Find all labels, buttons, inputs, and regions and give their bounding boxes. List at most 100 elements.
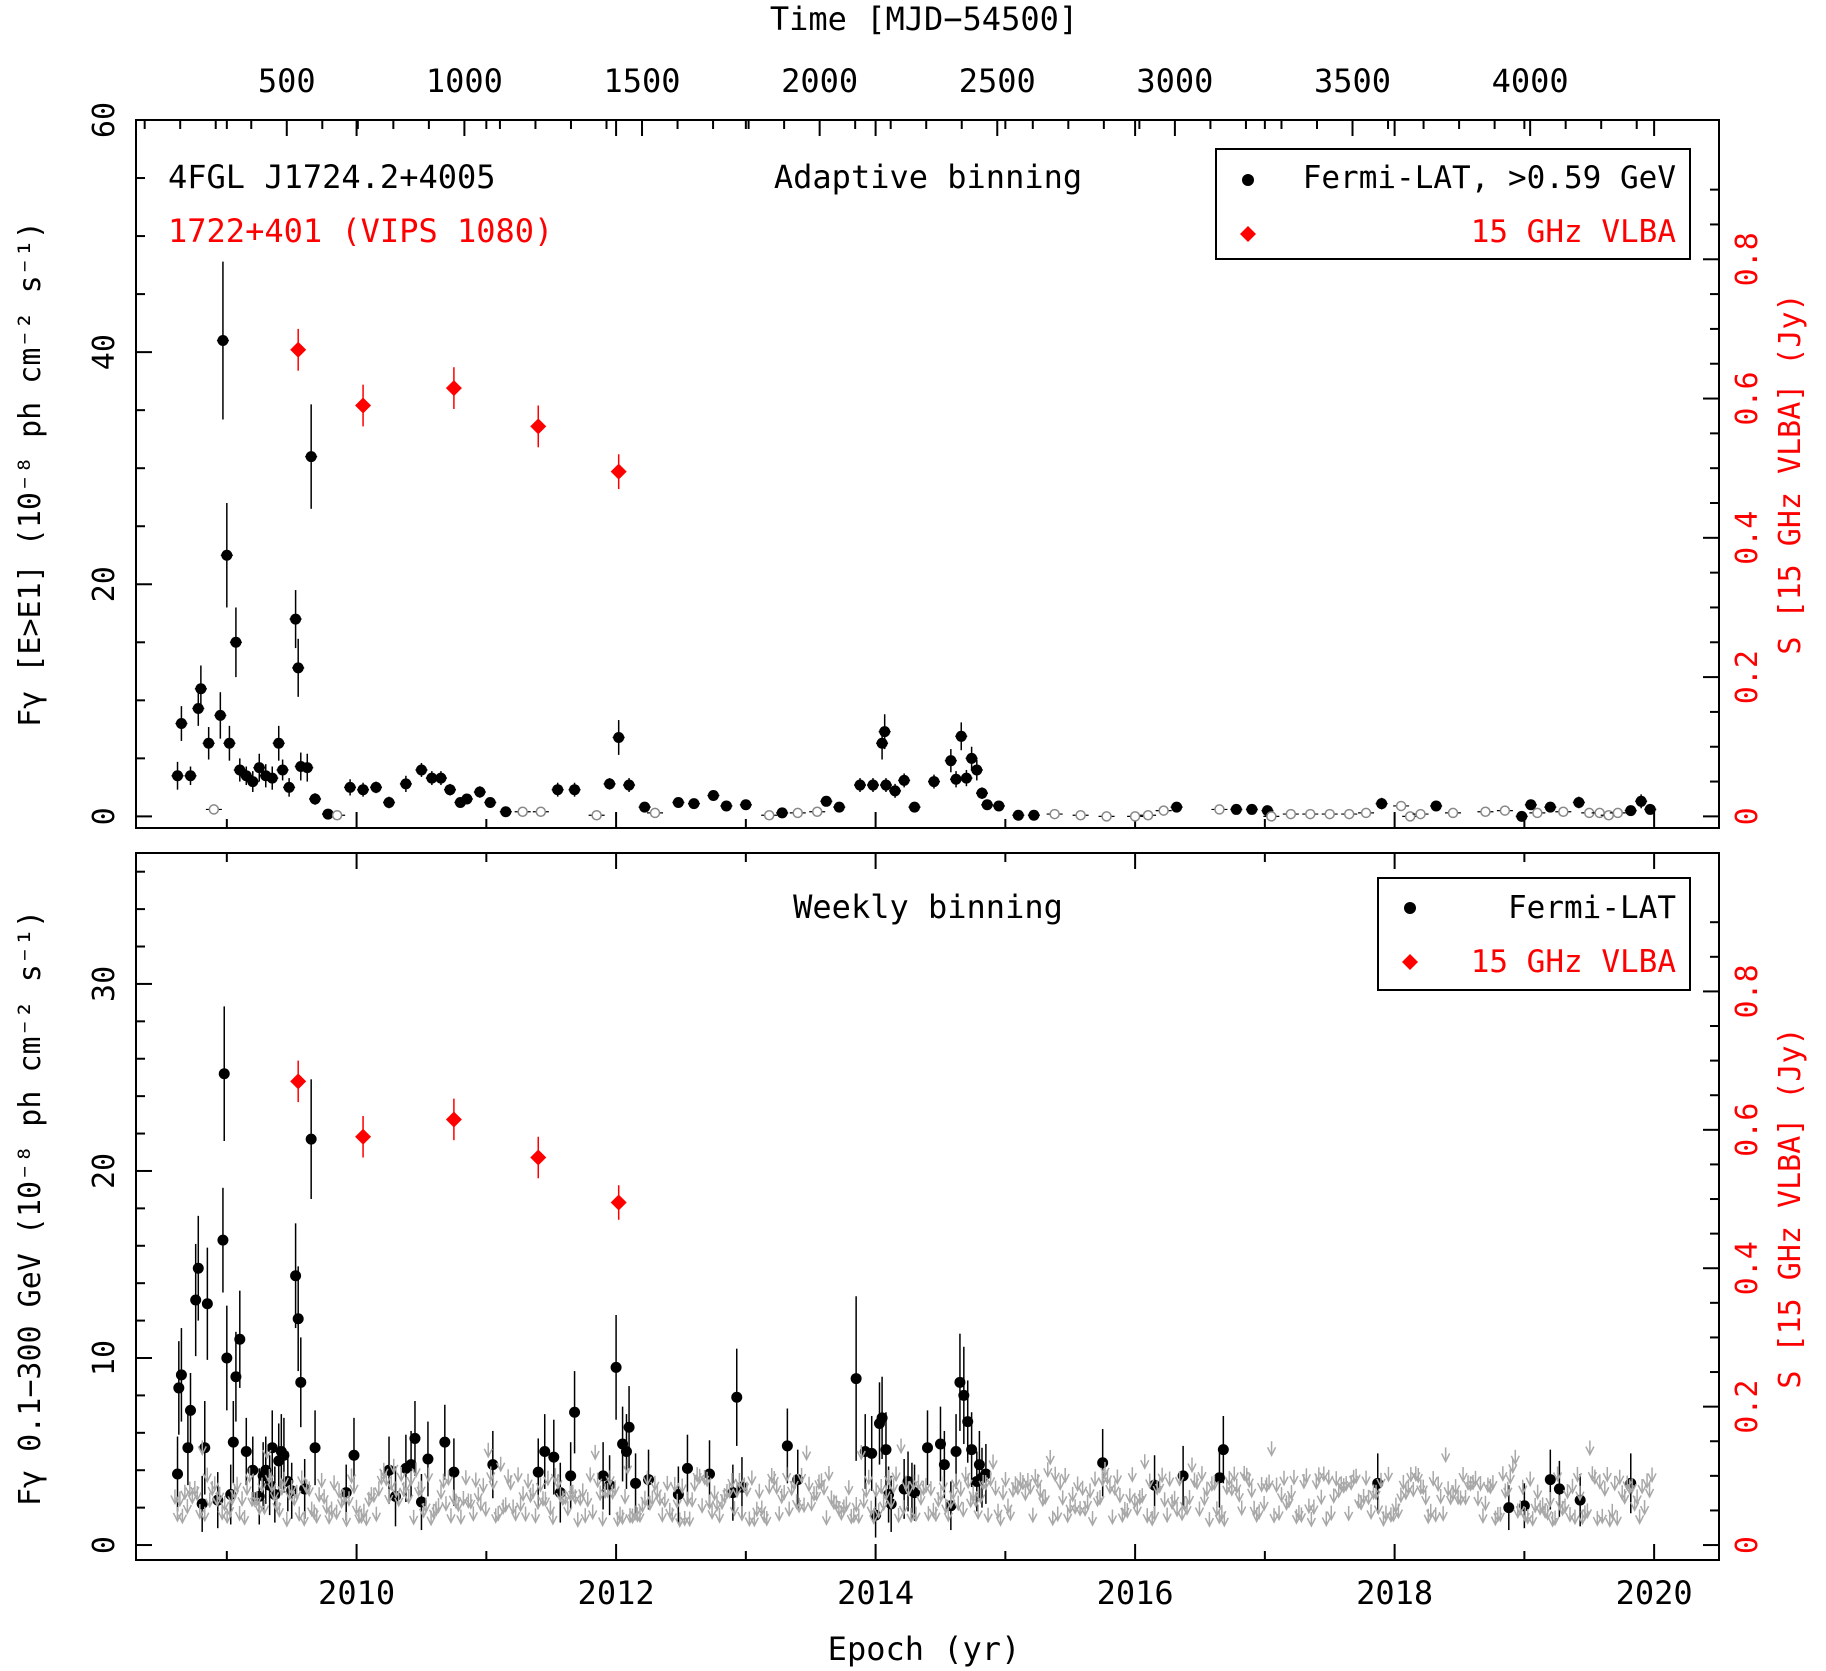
upper-limit-head (1237, 1506, 1247, 1517)
fermi-point (260, 1464, 272, 1476)
upper-limit-head (274, 1507, 285, 1518)
upper-limit-arrow (523, 1473, 533, 1490)
upper-limit-arrow (585, 1467, 595, 1484)
upper-limit-head (1565, 1512, 1575, 1523)
top-mjd-ticks: 500 1000 1500 2000 2500 3000 3500 4000 (143, 62, 1638, 136)
upper-limit-arrow (1570, 1509, 1580, 1526)
top-y2-axis-label: S [15 GHz VLBA] (Jy) (1773, 293, 1808, 654)
fermi-point (539, 1446, 551, 1458)
upper-limit-arrow (1192, 1474, 1202, 1491)
upper-limit-arrow (824, 1465, 834, 1482)
upper-limit-head (1085, 1489, 1095, 1500)
upper-limit-head (349, 1484, 359, 1495)
upper-limit-head (553, 1479, 563, 1490)
upper-limit-head (530, 1513, 541, 1524)
upper-limit-head (1582, 1509, 1593, 1520)
upper-limit-head (657, 1512, 667, 1523)
upper-limit-head (1475, 1481, 1486, 1492)
upper-limit-head (443, 1476, 454, 1487)
upper-limit-head (1247, 1488, 1257, 1499)
upper-limit-head (1060, 1473, 1070, 1484)
upper-limit-head (1528, 1516, 1538, 1527)
upper-limit-arrow (351, 1499, 362, 1516)
upper-limit-head (1187, 1463, 1197, 1474)
y2-tick-label: 0.4 (1730, 1241, 1765, 1295)
upper-limit-arrow (1366, 1504, 1376, 1521)
upper-limit-head (953, 1501, 963, 1512)
upper-limit-arrow (687, 1492, 697, 1508)
upper-limit-arrow (1503, 1481, 1513, 1498)
upper-limit-arrow (1644, 1482, 1655, 1499)
open-point (1129, 811, 1141, 822)
fermi-point (909, 801, 921, 813)
upper-limit-arrow (1127, 1467, 1137, 1483)
upper-limit-head (1159, 1497, 1170, 1508)
upper-limit-arrow (518, 1486, 528, 1502)
upper-limit-head (851, 1502, 861, 1513)
vlba-point (290, 1073, 307, 1090)
upper-limit-arrow (1647, 1467, 1657, 1484)
upper-limit-arrow (1082, 1494, 1093, 1511)
upper-limit-arrow (1237, 1500, 1247, 1517)
upper-limit-head (1343, 1511, 1354, 1522)
fermi-point (532, 1466, 544, 1478)
upper-limit-arrow (670, 1476, 680, 1493)
fermi-point (1516, 810, 1528, 822)
upper-limit-arrow (1634, 1509, 1645, 1525)
y-tick-label: 30 (87, 966, 122, 1002)
upper-limit-head (998, 1490, 1008, 1501)
upper-limit-arrow (1605, 1512, 1615, 1528)
upper-limit-head (796, 1473, 807, 1484)
upper-limit-arrow (1159, 1492, 1170, 1508)
upper-limit-head (1304, 1504, 1314, 1515)
upper-limit-head (252, 1496, 262, 1507)
upper-limit-arrow (1184, 1489, 1195, 1506)
open-point (1214, 804, 1225, 815)
upper-limit-head (187, 1494, 198, 1505)
upper-limit-head (580, 1513, 590, 1524)
upper-limit-head (177, 1514, 188, 1525)
upper-limit-arrow (1552, 1466, 1563, 1483)
upper-limit-arrow (677, 1478, 687, 1495)
upper-limit-head (1145, 1479, 1155, 1490)
upper-limit-arrow (1532, 1484, 1543, 1501)
upper-limit-head (197, 1446, 207, 1457)
fermi-point (230, 636, 242, 648)
upper-limit-arrow (321, 1499, 332, 1515)
upper-limit-head (1286, 1490, 1297, 1501)
upper-limit-head (1562, 1489, 1573, 1500)
upper-limit-head (1627, 1483, 1637, 1494)
open-point (1075, 809, 1086, 821)
upper-limit-arrow (481, 1501, 491, 1518)
upper-limit-arrow (983, 1507, 993, 1524)
open-point (535, 806, 547, 818)
upper-limit-arrow (635, 1507, 645, 1524)
open-point (1532, 807, 1543, 819)
upper-limit-head (1219, 1517, 1230, 1528)
open-point (1158, 805, 1169, 816)
upper-limit-arrow (931, 1506, 941, 1523)
upper-limit-head (640, 1496, 650, 1507)
upper-limit-arrow (1040, 1489, 1050, 1506)
fermi-point (370, 781, 382, 793)
upper-limit-head (1090, 1477, 1100, 1488)
upper-limit-arrow (1319, 1466, 1329, 1483)
upper-limit-arrow (197, 1440, 207, 1457)
upper-limit-arrow (319, 1489, 329, 1505)
upper-limit-head (1503, 1487, 1513, 1498)
fermi-point (348, 1449, 360, 1461)
upper-limit-head (1642, 1478, 1652, 1489)
upper-limit-head (369, 1493, 379, 1504)
upper-limit-arrow (1343, 1505, 1354, 1522)
open-point (1612, 807, 1624, 819)
upper-limit-arrow (1112, 1469, 1123, 1486)
upper-limit-head (1373, 1505, 1384, 1516)
upper-limit-arrow (888, 1478, 899, 1495)
upper-limit-arrow (1274, 1505, 1284, 1522)
upper-limit-arrow (210, 1476, 220, 1492)
upper-limit-head (1597, 1514, 1607, 1525)
fermi-point (292, 1313, 304, 1325)
upper-limit-arrow (1376, 1472, 1386, 1489)
fermi-point (1635, 795, 1647, 807)
upper-limit-head (1510, 1455, 1520, 1466)
